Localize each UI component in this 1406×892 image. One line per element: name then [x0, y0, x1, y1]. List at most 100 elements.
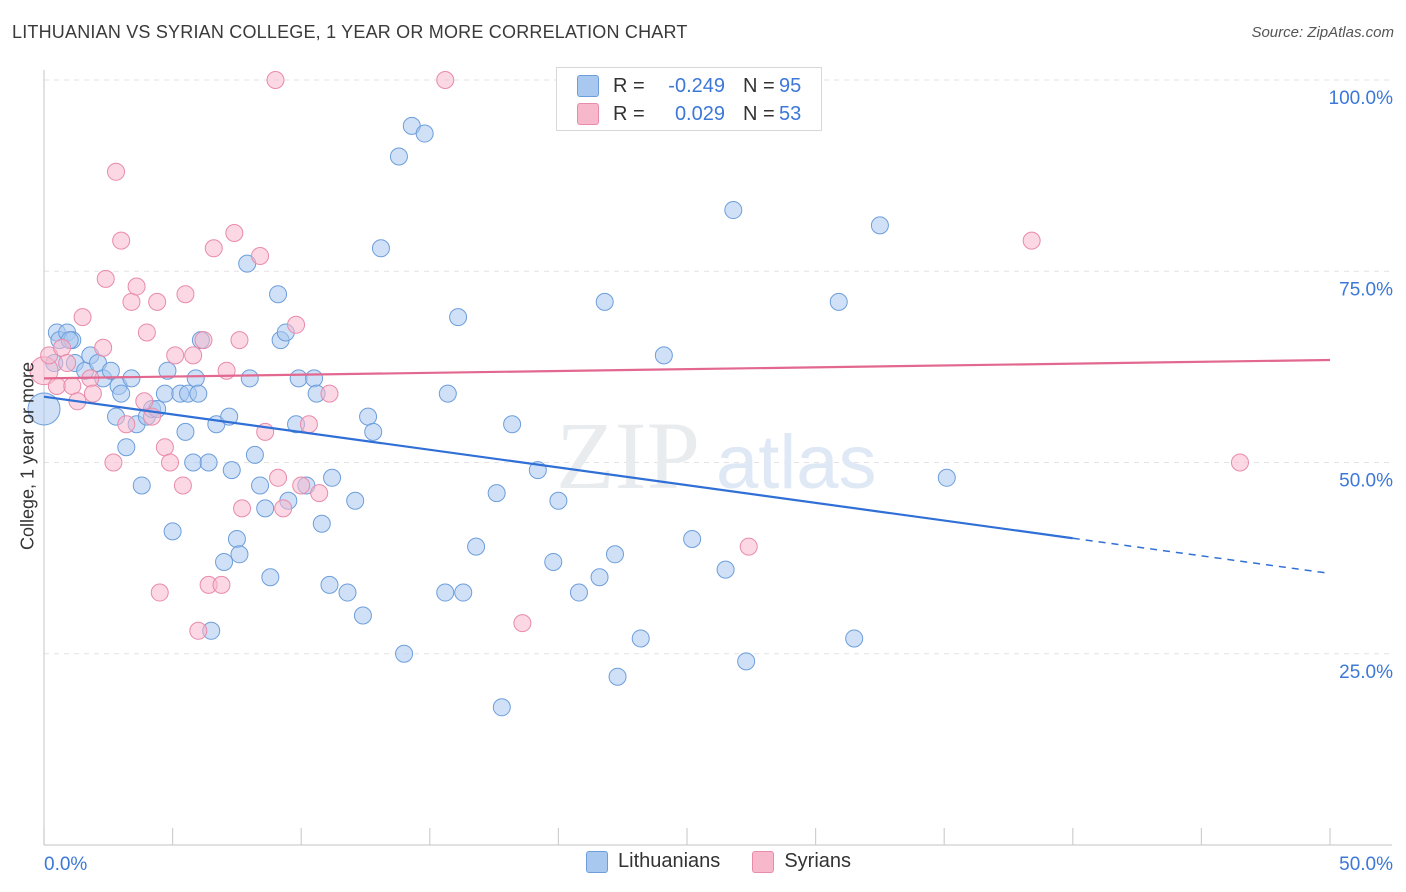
point-syrians: [112, 231, 131, 250]
series-legend: Lithuanians Syrians: [586, 850, 883, 873]
point-lithuanians: [215, 552, 234, 571]
legend-n-value: 53: [779, 102, 802, 125]
point-lithuanians: [346, 491, 365, 510]
point-lithuanians: [101, 361, 120, 380]
point-lithuanians: [549, 491, 568, 510]
point-syrians: [274, 499, 293, 518]
point-syrians: [173, 476, 192, 495]
point-lithuanians: [155, 384, 174, 403]
point-lithuanians: [605, 545, 624, 564]
point-lithuanians: [117, 438, 136, 457]
point-lithuanians: [492, 698, 511, 717]
point-syrians: [292, 476, 311, 495]
point-syrians: [107, 162, 126, 181]
point-lithuanians: [359, 407, 378, 426]
point-lithuanians: [436, 583, 455, 602]
y-tick-label: 100.0%: [1329, 88, 1394, 109]
point-syrians: [287, 315, 306, 334]
point-lithuanians: [122, 369, 141, 388]
y-tick-label: 25.0%: [1339, 662, 1393, 683]
point-lithuanians: [163, 522, 182, 541]
legend-n-label: N =: [743, 102, 775, 125]
point-lithuanians: [371, 239, 390, 258]
point-syrians: [1230, 453, 1249, 472]
point-syrians: [266, 71, 285, 89]
point-syrians: [251, 246, 270, 265]
point-syrians: [73, 308, 92, 327]
point-lithuanians: [261, 568, 280, 587]
point-lithuanians: [449, 308, 468, 327]
point-lithuanians: [132, 476, 151, 495]
legend-r-value: 0.029: [674, 102, 725, 125]
point-syrians: [53, 338, 72, 357]
point-lithuanians: [364, 422, 383, 441]
point-syrians: [150, 583, 169, 602]
legend-swatch-syrians: [752, 850, 775, 873]
legend-label-syrians: Syrians: [784, 850, 852, 872]
trend-line-lithuanians: [43, 395, 1073, 540]
legend-swatch-lithuanians: [577, 75, 599, 97]
point-syrians: [83, 384, 102, 403]
x-tick-label: 50.0%: [1339, 854, 1393, 875]
legend-n-value: 95: [779, 74, 802, 97]
y-axis-label: College, 1 year or more: [17, 361, 38, 551]
legend-r-value: -0.249: [668, 74, 725, 97]
point-lithuanians: [631, 629, 650, 648]
point-lithuanians: [222, 461, 241, 480]
legend-swatch-syrians: [577, 103, 599, 125]
point-syrians: [161, 453, 180, 472]
point-syrians: [63, 377, 82, 395]
point-syrians: [122, 292, 141, 311]
point-lithuanians: [608, 667, 627, 686]
point-lithuanians: [389, 147, 408, 166]
point-syrians: [189, 621, 208, 640]
point-syrians: [135, 392, 154, 411]
legend-item-syrians[interactable]: Syrians: [752, 850, 851, 873]
legend-label-lithuanians: Lithuanians: [618, 850, 721, 872]
point-lithuanians: [312, 514, 331, 533]
point-lithuanians: [395, 644, 414, 663]
point-syrians: [513, 614, 532, 633]
point-syrians: [58, 354, 77, 373]
point-lithuanians: [845, 629, 864, 648]
point-lithuanians: [230, 545, 249, 564]
point-lithuanians: [724, 201, 743, 220]
chart-title: LITHUANIAN VS SYRIAN COLLEGE, 1 YEAR OR …: [12, 22, 688, 42]
tick-labels: 25.0% 50.0% 75.0% 100.0% 0.0% 50.0%: [44, 88, 1393, 875]
point-lithuanians: [256, 499, 275, 518]
legend-r-label: R =: [613, 102, 645, 125]
point-lithuanians: [353, 606, 372, 625]
point-lithuanians: [829, 292, 848, 311]
point-syrians: [166, 346, 185, 365]
stats-legend: R = -0.249 N = 95 R = 0.029 N = 53: [556, 67, 822, 131]
trend-line-lithuanians-extrapolated: [1072, 537, 1331, 575]
point-lithuanians: [189, 384, 208, 403]
point-lithuanians: [184, 453, 203, 472]
point-lithuanians: [503, 415, 522, 434]
point-syrians: [436, 71, 455, 89]
point-syrians: [204, 239, 223, 258]
y-tick-label: 75.0%: [1339, 279, 1393, 300]
point-lithuanians: [590, 568, 609, 587]
point-lithuanians: [27, 392, 61, 426]
point-syrians: [127, 277, 146, 296]
point-lithuanians: [937, 468, 956, 487]
watermark-zip: ZIP: [556, 402, 700, 509]
point-lithuanians: [683, 530, 702, 548]
point-syrians: [320, 384, 339, 403]
legend-n-label: N =: [743, 74, 775, 97]
point-lithuanians: [320, 575, 339, 594]
point-syrians: [155, 438, 174, 457]
point-lithuanians: [716, 560, 735, 579]
point-lithuanians: [227, 530, 246, 548]
point-lithuanians: [240, 369, 259, 388]
point-lithuanians: [176, 422, 195, 441]
point-syrians: [225, 224, 244, 242]
legend-swatch-lithuanians: [586, 850, 608, 873]
legend-item-lithuanians[interactable]: Lithuanians: [586, 850, 720, 873]
point-lithuanians: [269, 285, 288, 304]
source-credit: Source: ZipAtlas.com: [1251, 24, 1394, 41]
point-syrians: [184, 346, 203, 365]
point-syrians: [96, 269, 115, 288]
